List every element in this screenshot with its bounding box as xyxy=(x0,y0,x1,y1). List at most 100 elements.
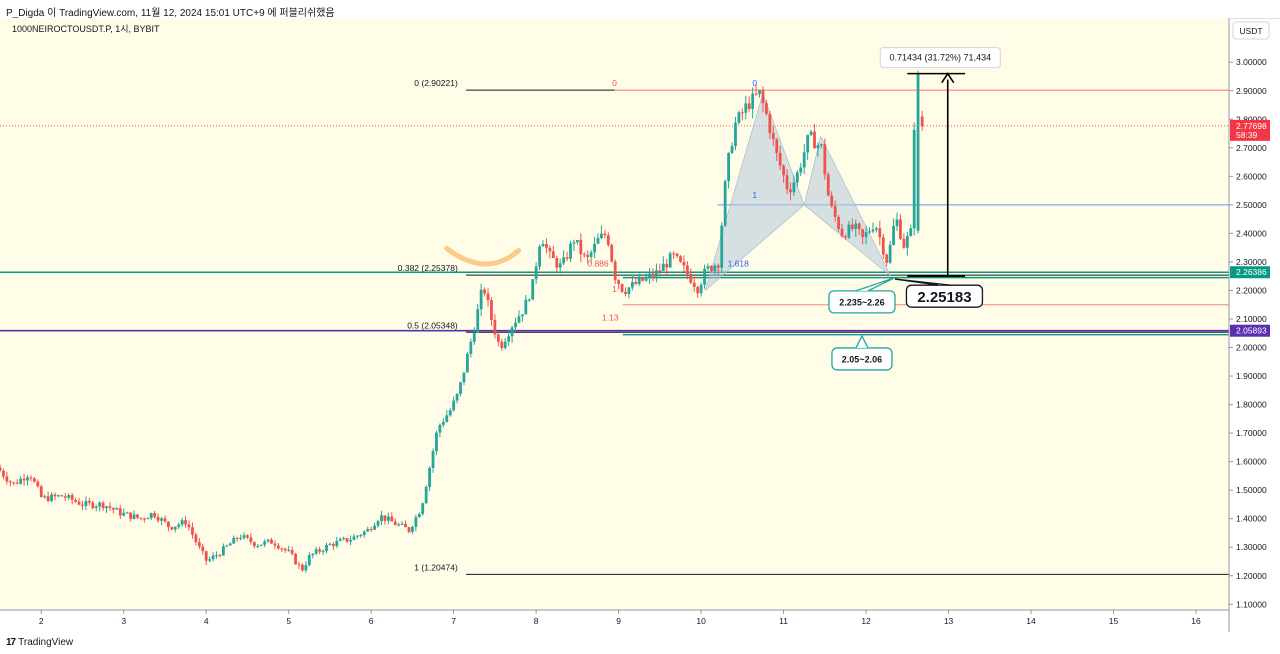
candle-body xyxy=(163,518,167,522)
candle-body xyxy=(259,544,263,546)
candle-body xyxy=(452,400,456,411)
candle-body xyxy=(256,545,260,547)
candle-body xyxy=(359,534,363,536)
candle-body xyxy=(369,528,373,530)
candle-body xyxy=(328,544,332,546)
candle-body xyxy=(600,233,603,239)
candle-body xyxy=(129,512,132,519)
fib-level-label: 1 (1.20474) xyxy=(414,562,458,572)
candle-body xyxy=(551,251,555,259)
candle-body xyxy=(655,270,658,277)
candle-body xyxy=(555,258,559,268)
candle-body xyxy=(118,508,122,516)
pattern-label: 0.886 xyxy=(587,258,609,268)
chart-area[interactable]: 0 (2.90221) 0.382 (2.25378) 0.5 (2.05348) 1… xyxy=(0,18,1280,632)
candle-body xyxy=(888,244,892,263)
candle-body xyxy=(383,515,387,521)
candle-body xyxy=(122,512,126,516)
candle-body xyxy=(916,73,920,231)
candle-body xyxy=(462,372,466,383)
candle-body xyxy=(920,116,924,127)
candle-body xyxy=(730,146,734,153)
candle-body xyxy=(644,277,648,281)
candle-body xyxy=(94,506,98,508)
candle-body xyxy=(15,482,19,484)
candle-body xyxy=(349,539,352,542)
time-axis[interactable]: 2 3 4 5 6 7 8 9 10 11 12 13 14 15 16 xyxy=(39,610,1201,626)
candle-body xyxy=(816,145,820,149)
candle-body xyxy=(637,277,641,285)
candle-body xyxy=(802,152,806,168)
candle-body xyxy=(813,131,816,149)
candle-body xyxy=(390,516,394,522)
candle-body xyxy=(819,144,823,146)
candle-body xyxy=(125,512,129,514)
price-axis[interactable]: 3.00000 2.90000 2.80000 2.70000 2.60000 2.500… xyxy=(1229,57,1270,609)
candle-body xyxy=(902,238,906,248)
candle-body xyxy=(648,273,651,278)
candle-body xyxy=(624,291,627,294)
candle-body xyxy=(496,334,500,342)
key-price-callout-pointer xyxy=(894,278,951,286)
candle-body xyxy=(768,113,772,134)
candle-body xyxy=(115,508,119,510)
candle-body xyxy=(280,548,284,550)
candle-body xyxy=(221,546,225,556)
zone-lower-callout-label: 2.05~2.06 xyxy=(842,354,882,364)
candle-body xyxy=(411,526,414,532)
candle-body xyxy=(63,496,67,498)
candle-body xyxy=(252,542,256,547)
candle-body xyxy=(417,514,421,518)
candle-body xyxy=(445,415,449,422)
candle-body xyxy=(531,279,535,300)
candle-body xyxy=(716,265,720,268)
candle-body xyxy=(596,238,600,244)
candle-body xyxy=(108,506,112,508)
candle-body xyxy=(575,239,579,243)
time-tick-label: 7 xyxy=(451,616,456,626)
time-tick-label: 2 xyxy=(39,616,44,626)
candle-body xyxy=(263,541,267,545)
price-tick-label: 1.60000 xyxy=(1236,457,1267,467)
candle-body xyxy=(737,112,741,123)
candle-body xyxy=(586,255,590,257)
candle-body xyxy=(789,189,792,193)
candle-body xyxy=(864,232,868,237)
candle-body xyxy=(428,468,432,487)
price-tick-label: 2.80000 xyxy=(1236,114,1267,124)
price-badge-label: 2.77698 xyxy=(1236,121,1267,131)
candle-body xyxy=(844,236,847,238)
currency-button[interactable] xyxy=(1232,21,1270,40)
candle-body xyxy=(744,103,748,113)
candle-body xyxy=(765,103,768,114)
candle-body xyxy=(720,225,724,268)
candle-body xyxy=(534,266,538,280)
candle-body xyxy=(101,502,105,509)
candle-body xyxy=(177,524,181,527)
candle-body xyxy=(792,182,796,193)
price-tick-label: 1.40000 xyxy=(1236,514,1267,524)
candle-body xyxy=(593,243,596,253)
candle-body xyxy=(211,555,215,560)
candle-body xyxy=(167,521,170,528)
candle-body xyxy=(823,144,827,175)
publish-note: P_Digda 이 TradingView.com, 11월 12, 2024 … xyxy=(6,8,335,19)
candle-body xyxy=(778,152,782,166)
candle-body xyxy=(572,242,576,244)
candle-body xyxy=(290,549,294,554)
price-tick-label: 1.80000 xyxy=(1236,400,1267,410)
candle-body xyxy=(338,539,342,541)
candle-body xyxy=(538,246,541,267)
price-tick-label: 1.70000 xyxy=(1236,428,1267,438)
price-tick-label: 1.20000 xyxy=(1236,571,1267,581)
candle-body xyxy=(404,523,407,528)
candle-body xyxy=(806,134,810,153)
candle-body xyxy=(603,233,607,236)
candle-body xyxy=(19,478,23,484)
candle-body xyxy=(634,281,638,285)
candle-body xyxy=(782,165,785,176)
price-tick-label: 2.10000 xyxy=(1236,314,1267,324)
candle-body xyxy=(466,353,469,373)
candle-body xyxy=(366,528,370,532)
time-tick-label: 9 xyxy=(616,616,621,626)
